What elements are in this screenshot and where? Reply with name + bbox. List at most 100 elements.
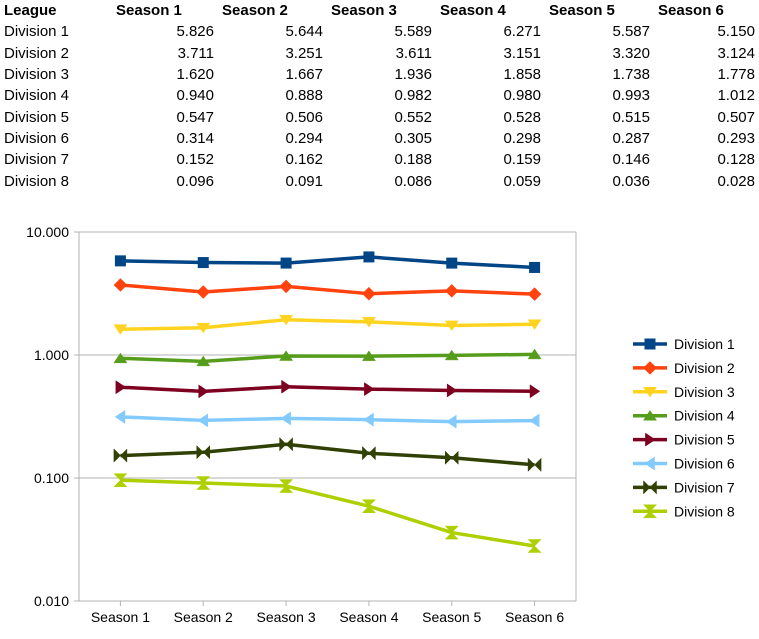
row-label: Division 6	[4, 129, 70, 147]
table-cell: 1.012	[717, 87, 755, 105]
legend-marker	[643, 387, 657, 398]
table-cell: 0.888	[285, 87, 323, 105]
table-cell: 6.271	[503, 23, 541, 41]
data-point	[197, 413, 209, 428]
table-cell: 0.028	[717, 172, 755, 190]
legend-label: Division 5	[674, 432, 735, 448]
data-point	[197, 257, 209, 269]
series-4	[113, 348, 542, 367]
data-point	[527, 457, 542, 472]
data-point	[446, 257, 458, 269]
table-cell: 3.251	[285, 44, 323, 62]
data-point	[278, 479, 294, 493]
data-point	[113, 448, 128, 463]
table-cell: 0.982	[394, 87, 432, 105]
legend-item: Division 8	[633, 503, 735, 519]
data-point	[528, 413, 540, 428]
data-point	[114, 409, 126, 424]
data-point	[196, 322, 211, 334]
data-point	[114, 255, 126, 267]
data-point	[362, 286, 376, 301]
table-cell: 0.980	[503, 87, 541, 105]
x-tick-label: Season 3	[256, 609, 315, 625]
data-point	[444, 525, 459, 540]
legend-marker	[643, 480, 657, 495]
table-cell: 3.151	[503, 44, 541, 62]
table-cell: 5.826	[176, 23, 214, 41]
series-6	[114, 409, 540, 429]
header-league: League	[4, 2, 57, 20]
data-point	[527, 319, 542, 330]
data-point	[196, 285, 211, 299]
legend-label: Division 2	[674, 360, 735, 376]
data-point	[445, 450, 459, 465]
series-8	[113, 473, 542, 553]
line-chart: 10.000 1.000 0.100 0.010 Season 1 Season 2 Sea…	[26, 224, 735, 625]
table-cell: 5.589	[394, 23, 432, 41]
y-tick-label: 0.010	[34, 593, 69, 609]
series-2	[113, 278, 542, 302]
table-cell: 0.298	[503, 129, 541, 147]
table-cell: 0.059	[503, 172, 541, 190]
y-tick-label: 10.000	[26, 224, 69, 240]
header-season-4: Season 4	[440, 2, 506, 20]
data-point	[446, 383, 458, 398]
data-point	[362, 446, 376, 461]
legend-item: Division 5	[633, 432, 735, 448]
legend-label: Division 3	[674, 384, 735, 400]
table-cell: 0.159	[503, 151, 541, 169]
data-point	[279, 350, 294, 361]
table-cell: 0.305	[394, 129, 432, 147]
data-point	[280, 411, 291, 426]
data-point	[196, 476, 211, 490]
table-cell: 1.738	[612, 66, 650, 84]
table-cell: 0.146	[612, 151, 650, 169]
table-cell: 0.528	[503, 108, 541, 126]
header-season-5: Season 5	[549, 2, 615, 20]
data-table: League Season 1 Season 2 Season 3 Season…	[0, 0, 759, 192]
header-season-2: Season 2	[222, 2, 288, 20]
series-line	[120, 317, 535, 331]
data-point	[113, 473, 128, 487]
table-cell: 0.940	[176, 87, 214, 105]
data-point	[113, 278, 128, 292]
y-tick-label: 0.100	[34, 470, 69, 486]
row-label: Division 5	[4, 108, 70, 126]
series-3	[113, 314, 542, 335]
table-cell: 0.294	[285, 129, 323, 147]
series-line	[120, 384, 535, 394]
data-point	[196, 445, 210, 460]
data-point	[364, 382, 375, 397]
legend-marker	[644, 338, 656, 350]
table-cell: 1.620	[176, 66, 214, 84]
table-row: Division 8 0.096 0.091 0.086 0.059 0.036 0.028	[0, 170, 759, 191]
y-tick-label: 1.000	[34, 347, 69, 363]
table-cell: 0.507	[717, 108, 755, 126]
series-line	[120, 352, 535, 364]
data-point	[361, 317, 376, 328]
data-point	[279, 279, 293, 294]
x-tick-label: Season 1	[91, 609, 150, 625]
table-cell: 0.152	[176, 151, 214, 169]
table-header-row: League Season 1 Season 2 Season 3 Season…	[0, 0, 759, 21]
table-cell: 0.128	[717, 151, 755, 169]
table-cell: 0.314	[176, 129, 214, 147]
table-cell: 1.667	[285, 66, 323, 84]
table-cell: 0.547	[176, 108, 214, 126]
table-cell: 1.936	[394, 66, 432, 84]
series-line	[120, 255, 535, 270]
table-cell: 0.993	[612, 87, 650, 105]
x-tick-label: Season 6	[505, 609, 564, 625]
table-cell: 5.644	[285, 23, 323, 41]
series-line	[120, 283, 535, 296]
header-season-6: Season 6	[658, 2, 724, 20]
table-row: Division 5 0.547 0.506 0.552 0.528 0.515 0.507	[0, 106, 759, 127]
legend-label: Division 1	[674, 336, 735, 352]
legend-label: Division 4	[674, 408, 735, 424]
table-cell: 3.711	[177, 44, 214, 62]
table-row: Division 7 0.152 0.162 0.188 0.159 0.146 0.128	[0, 149, 759, 170]
data-point	[529, 384, 541, 399]
data-point	[444, 349, 459, 361]
legend-marker	[643, 410, 657, 421]
legend-marker	[644, 456, 655, 471]
